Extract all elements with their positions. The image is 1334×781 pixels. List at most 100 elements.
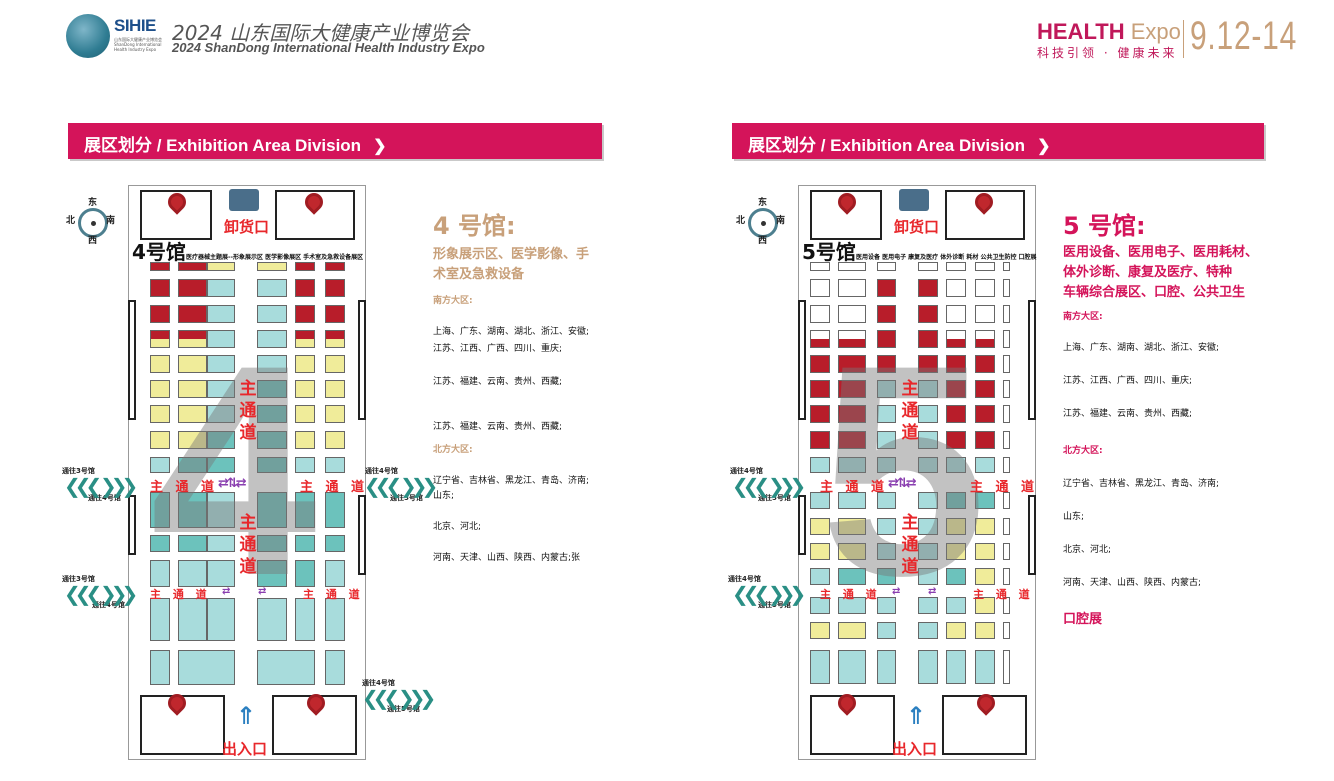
booth [918,597,938,614]
booth [325,650,345,685]
booth [257,650,315,685]
booth [838,380,866,398]
booth [838,492,866,509]
nav-link-label: 通往5号馆 [758,494,791,502]
booth [325,330,345,348]
hall5-title: 5 号馆: [1063,212,1146,240]
booth [810,262,830,271]
booth [877,568,896,585]
side-wall [128,300,136,420]
banner-label: 展区划分 / Exhibition Area Division [84,136,362,155]
zone-bar: 医用设备 医用电子 康复及医疗 体外诊断 耗材 公共卫生防控 口腔展 [856,254,1037,261]
booth [295,355,315,373]
nav-link-label: 通往4号馆 [728,575,761,583]
booth [810,597,830,614]
province-line: 江苏、福建、云南、贵州、西藏; [433,377,563,387]
slogan: 科技引领 · 健康未来 [1037,46,1178,60]
side-wall [358,495,366,575]
booth [150,380,170,398]
double-chevron-left-icon: ❮❮❮ [64,582,102,606]
nav-link-label: 通往3号馆 [62,467,95,475]
main-aisle-vertical-label: 主通道 [901,379,919,443]
booth [810,518,830,535]
booth [877,457,896,473]
booth [295,598,315,641]
booth [946,492,966,509]
booth [877,405,896,423]
double-chevron-right-icon: ❯❯❯ [400,474,438,498]
province-line: 河南、天津、山西、陕西、内蒙古;张 [433,553,581,563]
compass-icon [748,208,778,238]
booth [178,279,207,297]
hall4-north-title: 北方大区: [433,445,473,455]
header-divider [1183,20,1184,58]
hall-plan-label: 5号馆 [802,240,856,264]
zone-bar: 医疗器械主题展--形象展示区 医学影像展区 手术室及急救设备展区 [186,254,364,261]
booth [918,355,938,373]
main-aisle-label: 主 通 道 [300,480,369,495]
booth [838,279,866,297]
booth [178,330,207,348]
province-line: 山东; [433,491,455,501]
province-line: 山东; [1063,512,1085,522]
booth [150,492,170,528]
booth [838,543,866,560]
booth [325,279,345,297]
booth [838,431,866,449]
unloading-dock-label: 卸货口 [894,218,940,236]
booth [946,568,966,585]
province-line: 江苏、江西、广西、四川、重庆; [1063,376,1193,386]
hall-outline [798,185,1036,760]
nav-link-label: 通往4号馆 [730,467,763,475]
booth [325,380,345,398]
booth [207,560,235,587]
hall4-subtitle-2: 术室及急救设备 [433,267,525,282]
booth [877,431,896,449]
main-aisle-label: 主 通 道 [820,480,889,495]
booth [810,305,830,323]
booth [838,305,866,323]
side-wall [358,300,366,420]
booth [295,431,315,449]
booth [918,262,938,271]
main-aisle-vertical-label: 主通道 [239,379,257,443]
booth [918,492,938,509]
booth [810,543,830,560]
hall5-subtitle-1: 医用设备、医用电子、医用耗材、 [1063,245,1259,260]
booth [838,597,866,614]
booth [975,518,995,535]
booth [207,355,235,373]
chevron-right-icon: ❯ [1037,138,1051,155]
nav-link-label: 通往4号馆 [362,679,395,687]
booth [946,431,966,449]
booth [257,492,287,528]
booth [918,330,938,348]
booth [975,597,995,614]
booth [877,543,896,560]
booth [877,279,896,297]
booth [1003,568,1010,585]
booth [838,568,866,585]
direction-arrows-icon: ⇄ [258,586,267,597]
booth [257,380,287,398]
booth [150,405,170,423]
booth [946,622,966,639]
booth [877,650,896,684]
section-banner-left: 展区划分 / Exhibition Area Division ❯ [68,123,602,159]
main-aisle-vertical-label: 主通道 [239,513,257,577]
direction-arrows-icon: ⇄⇅⇄ [888,476,917,491]
booth [975,543,995,560]
province-line: 辽宁省、吉林省、黑龙江、青岛、济南; [1063,479,1220,489]
entrance-label: 出入口 [892,740,938,758]
booth [178,305,207,323]
booth [918,279,938,297]
booth [295,560,315,587]
booth [150,598,170,641]
booth [257,598,287,641]
booth [946,405,966,423]
main-aisle-vertical-label: 主通道 [901,513,919,577]
booth [918,405,938,423]
nav-link-label: 通往5号馆 [387,705,420,713]
side-wall [128,495,136,555]
